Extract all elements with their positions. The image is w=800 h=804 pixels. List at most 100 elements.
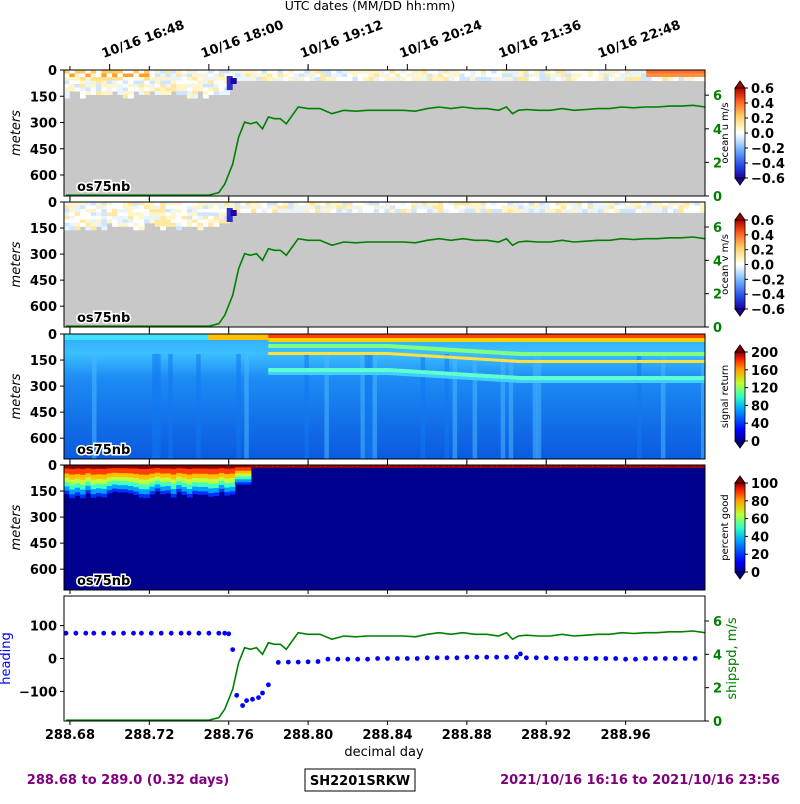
signal-layer — [372, 352, 377, 355]
signal-layer — [368, 352, 373, 355]
velocity-cell — [144, 212, 150, 217]
signal-column — [368, 354, 373, 459]
signal-layer — [300, 368, 305, 372]
percent-good-cell — [389, 465, 396, 468]
signal-layer — [308, 368, 313, 372]
velocity-cell — [341, 70, 348, 74]
signal-column — [196, 354, 201, 459]
signal-layer — [608, 360, 614, 363]
velocity-cell — [133, 80, 140, 85]
velocity-cell — [208, 91, 214, 95]
signal-surface-band — [340, 338, 345, 342]
signal-surface-band — [64, 334, 69, 340]
velocity-cell — [181, 91, 188, 95]
velocity-cell — [64, 222, 70, 227]
signal-layer — [408, 369, 413, 374]
velocity-cell — [389, 73, 396, 78]
velocity-cell — [421, 208, 428, 213]
percent-good-cell — [149, 491, 156, 495]
top-axis-ticks: 10/16 16:48 10/16 18:00 10/16 19:12 10/16 2… — [100, 18, 683, 70]
velocity-cell — [630, 208, 636, 213]
signal-layer — [284, 344, 289, 348]
velocity-cell — [453, 77, 460, 81]
colorbar-label: ocean v m/s — [720, 234, 731, 295]
velocity-cell — [480, 70, 487, 74]
percent-good-cell — [85, 465, 92, 469]
velocity-cell — [74, 84, 81, 88]
colorbar-tick-label: 40 — [751, 530, 769, 545]
signal-surface-band — [420, 338, 426, 342]
velocity-cell — [128, 215, 134, 220]
velocity-cell — [160, 212, 166, 217]
signal-surface-band — [300, 334, 305, 338]
signal-layer — [520, 360, 526, 363]
velocity-cell — [635, 70, 642, 74]
percent-good-cell — [90, 484, 97, 490]
signal-surface-band — [436, 334, 442, 338]
signal-layer — [340, 344, 345, 348]
velocity-cell — [117, 219, 124, 224]
colorbar-tick-label: 0 — [751, 566, 760, 581]
signal-layer — [392, 344, 397, 349]
signal-layer — [648, 376, 654, 380]
velocity-cell — [192, 94, 198, 99]
percent-good-cell — [229, 478, 236, 483]
signal-surface-band — [672, 334, 678, 338]
signal-surface-band — [484, 338, 490, 342]
velocity-cell — [80, 91, 86, 95]
velocity-cell — [64, 94, 70, 99]
signal-layer — [512, 375, 518, 380]
signal-surface-band — [384, 338, 389, 342]
percent-good-cell — [170, 465, 177, 470]
signal-surface-band — [404, 334, 409, 338]
velocity-cell — [192, 222, 198, 227]
signal-layer — [644, 380, 650, 383]
signal-surface-band — [685, 338, 690, 342]
velocity-cell — [80, 70, 86, 74]
signal-layer — [408, 373, 413, 377]
top-tick-label: 10/16 19:12 — [298, 18, 385, 62]
velocity-cell — [379, 77, 385, 81]
percent-good-cell — [128, 465, 134, 469]
signal-layer — [284, 372, 289, 375]
velocity-cell — [651, 73, 658, 78]
colorbar-label: ocean u m/s — [720, 102, 731, 163]
velocity-cell — [261, 73, 268, 78]
signal-layer — [576, 376, 582, 380]
velocity-cell — [133, 84, 140, 88]
signal-layer — [580, 360, 586, 363]
signal-layer — [432, 374, 438, 378]
percent-good-cell — [192, 490, 198, 495]
signal-layer — [508, 351, 514, 356]
signal-layer — [552, 376, 558, 380]
velocity-cell — [336, 208, 343, 213]
signal-surface-band — [608, 334, 614, 338]
signal-layer — [620, 376, 626, 380]
signal-layer — [516, 375, 522, 380]
velocity-cell — [432, 202, 439, 206]
velocity-cell — [261, 202, 268, 206]
velocity-cell — [539, 73, 546, 78]
velocity-cell — [202, 212, 209, 217]
percent-good-cell — [635, 465, 642, 468]
signal-layer — [636, 352, 642, 356]
velocity-cell — [176, 91, 182, 95]
velocity-cell — [96, 222, 102, 227]
signal-layer — [356, 344, 361, 348]
velocity-cell — [149, 70, 156, 74]
percent-good-cell — [170, 468, 177, 476]
percent-good-cell — [571, 465, 578, 468]
percent-good-cell — [138, 465, 145, 470]
velocity-cell — [309, 73, 316, 78]
velocity-cell — [635, 208, 642, 213]
signal-surface-band — [344, 338, 349, 342]
velocity-cell — [603, 70, 610, 74]
percent-good-cell — [160, 468, 166, 475]
velocity-cell — [656, 205, 663, 210]
velocity-cell — [432, 73, 439, 78]
signal-surface-band — [424, 338, 430, 342]
signal-layer — [624, 360, 630, 363]
velocity-cell — [229, 70, 236, 74]
signal-surface-band — [472, 338, 478, 342]
depth-tick-label: 300 — [30, 380, 57, 395]
